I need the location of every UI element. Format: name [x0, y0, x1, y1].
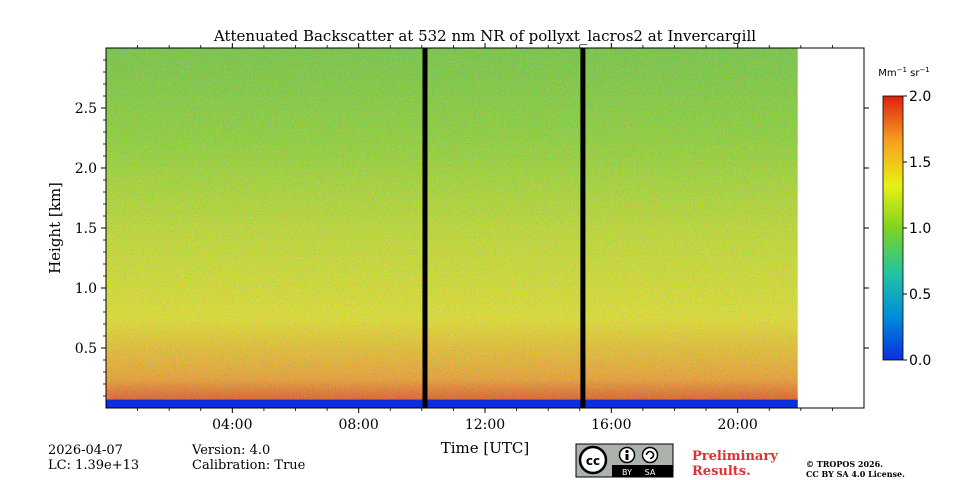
colorbar-tick-label-2: 1.0	[909, 221, 931, 237]
x-axis: 04:00 08:00 12:00 16:00 20:00	[137, 43, 833, 433]
footer-version: Version: 4.0	[192, 443, 271, 458]
colorbar-tick-label-4: 2.0	[909, 89, 931, 105]
y-tick-label-4: 2.5	[75, 101, 97, 117]
chart-title: Attenuated Backscatter at 532 nm NR of p…	[213, 27, 756, 45]
x-tick-label-4: 20:00	[717, 417, 757, 433]
preliminary-results-line2: Results.	[692, 464, 751, 479]
cc-icon	[578, 445, 608, 475]
y-axis-label: Height [km]	[46, 182, 64, 274]
x-tick-label-3: 16:00	[591, 417, 631, 433]
missing-data-bar-0	[422, 48, 428, 408]
footer-calibration: Calibration: True	[192, 458, 306, 473]
copyright-line1: © TROPOS 2026.	[806, 459, 883, 469]
x-axis-label: Time [UTC]	[441, 439, 530, 457]
y-tick-label-1: 1.0	[75, 281, 97, 297]
preliminary-results-line1: Preliminary	[692, 449, 778, 464]
cc-badge-by: BY	[622, 468, 632, 477]
footer-date: 2026-04-07	[48, 443, 123, 458]
colorbar-tick-label-3: 1.5	[909, 155, 931, 171]
colorbar-ticks: 0.0 0.5 1.0 1.5 2.0	[903, 89, 931, 369]
heatmap-field	[106, 48, 864, 408]
x-tick-label-2: 12:00	[465, 417, 505, 433]
colorbar	[882, 95, 904, 361]
colorbar-unit-label: Mm−1 sr−1	[878, 66, 930, 79]
x-tick-label-0: 04:00	[212, 417, 252, 433]
cc-by-sa-badge: cc BY SA	[575, 443, 674, 478]
surface-layer	[106, 399, 798, 408]
heatmap-data-region	[106, 48, 798, 408]
y-tick-label-0: 0.5	[75, 341, 97, 357]
cc-badge-sa: SA	[645, 468, 656, 477]
colorbar-tick-label-1: 0.5	[909, 287, 931, 303]
y-tick-label-2: 1.5	[75, 221, 97, 237]
missing-data-bar-1	[580, 48, 586, 408]
copyright-line2: CC BY SA 4.0 License.	[806, 469, 905, 479]
svg-text:cc: cc	[586, 454, 600, 468]
colorbar-tick-label-0: 0.0	[909, 353, 931, 369]
share-alike-icon	[641, 446, 659, 464]
backscatter-noise	[106, 48, 798, 408]
y-tick-label-3: 2.0	[75, 161, 97, 177]
x-tick-label-1: 08:00	[338, 417, 378, 433]
y-axis: 0.5 1.0 1.5 2.0 2.5	[75, 59, 869, 397]
footer-lc: LC: 1.39e+13	[48, 458, 140, 473]
